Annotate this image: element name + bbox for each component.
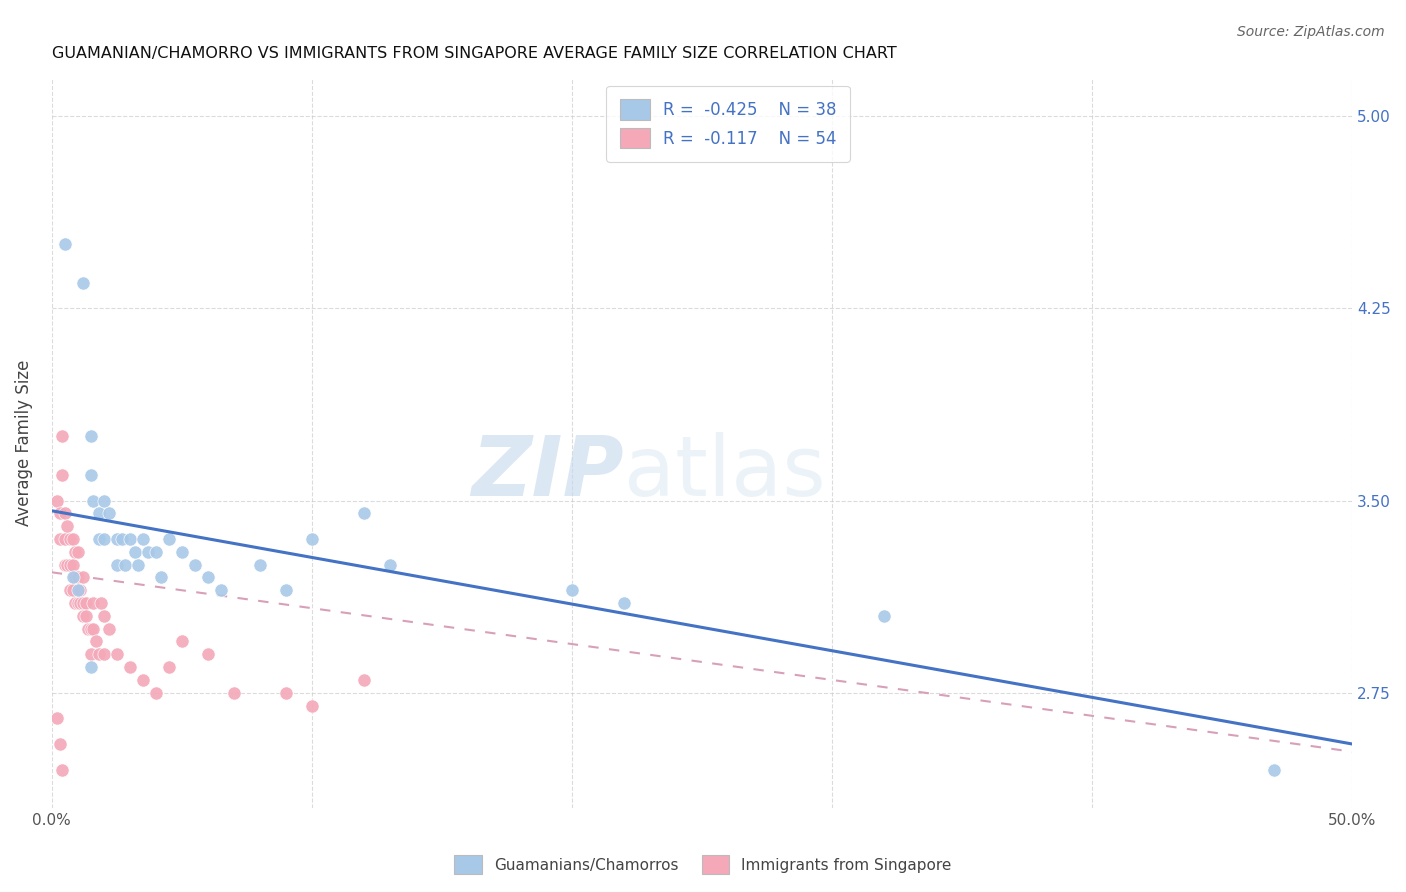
Point [59,583,82,598]
Point [62,570,84,584]
Point [56,558,79,572]
Point [301,698,323,713]
Text: GUAMANIAN/CHAMORRO VS IMMIGRANTS FROM SINGAPORE AVERAGE FAMILY SIZE CORRELATION : GUAMANIAN/CHAMORRO VS IMMIGRANTS FROM SI… [52,46,897,62]
Point [561,583,583,598]
Point [249,558,271,572]
Point [301,532,323,546]
Legend: R =  -0.425    N = 38, R =  -0.117    N = 54: R = -0.425 N = 38, R = -0.117 N = 54 [606,86,849,161]
Point [66,596,89,610]
Point [93,648,115,662]
Point [72,276,94,290]
Point [132,673,155,687]
Point [80,467,103,482]
Point [82,493,104,508]
Point [118,532,141,546]
Point [48,532,70,546]
Point [51,763,73,777]
Point [59,558,82,572]
Point [353,507,375,521]
Point [63,545,86,559]
Point [1263,763,1285,777]
Point [93,493,115,508]
Point [150,570,173,584]
Point [53,237,76,252]
Point [197,648,219,662]
Point [63,596,86,610]
Point [93,532,115,546]
Point [87,532,110,546]
Point [197,570,219,584]
Point [80,660,103,674]
Point [353,673,375,687]
Point [75,608,97,623]
Point [46,711,69,725]
Legend: Guamanians/Chamorros, Immigrants from Singapore: Guamanians/Chamorros, Immigrants from Si… [449,849,957,880]
Point [87,507,110,521]
Point [274,686,297,700]
Point [105,558,128,572]
Point [873,608,896,623]
Point [82,622,104,636]
Point [84,634,107,648]
Point [613,596,636,610]
Point [62,558,84,572]
Point [170,545,193,559]
Point [48,737,70,751]
Point [98,622,121,636]
Point [80,429,103,443]
Point [66,583,89,598]
Point [69,583,91,598]
Point [145,545,167,559]
Point [63,570,86,584]
Point [98,507,121,521]
Point [170,634,193,648]
Point [51,429,73,443]
Point [59,532,82,546]
Point [127,558,149,572]
Point [51,467,73,482]
Y-axis label: Average Family Size: Average Family Size [15,359,32,526]
Text: Source: ZipAtlas.com: Source: ZipAtlas.com [1237,25,1385,39]
Point [62,583,84,598]
Point [274,583,297,598]
Point [105,532,128,546]
Point [111,532,134,546]
Point [209,583,232,598]
Point [222,686,245,700]
Point [56,519,79,533]
Point [157,532,180,546]
Text: ZIP: ZIP [471,432,624,513]
Point [80,622,103,636]
Point [72,608,94,623]
Point [66,545,89,559]
Point [80,648,103,662]
Text: atlas: atlas [624,432,825,513]
Point [157,660,180,674]
Point [145,686,167,700]
Point [72,570,94,584]
Point [72,596,94,610]
Point [132,532,155,546]
Point [62,532,84,546]
Point [90,596,112,610]
Point [53,532,76,546]
Point [48,507,70,521]
Point [77,622,100,636]
Point [118,660,141,674]
Point [75,596,97,610]
Point [378,558,401,572]
Point [105,648,128,662]
Point [114,558,136,572]
Point [66,570,89,584]
Point [93,608,115,623]
Point [69,596,91,610]
Point [53,507,76,521]
Point [136,545,159,559]
Point [124,545,146,559]
Point [184,558,207,572]
Point [82,596,104,610]
Point [46,493,69,508]
Point [53,558,76,572]
Point [87,648,110,662]
